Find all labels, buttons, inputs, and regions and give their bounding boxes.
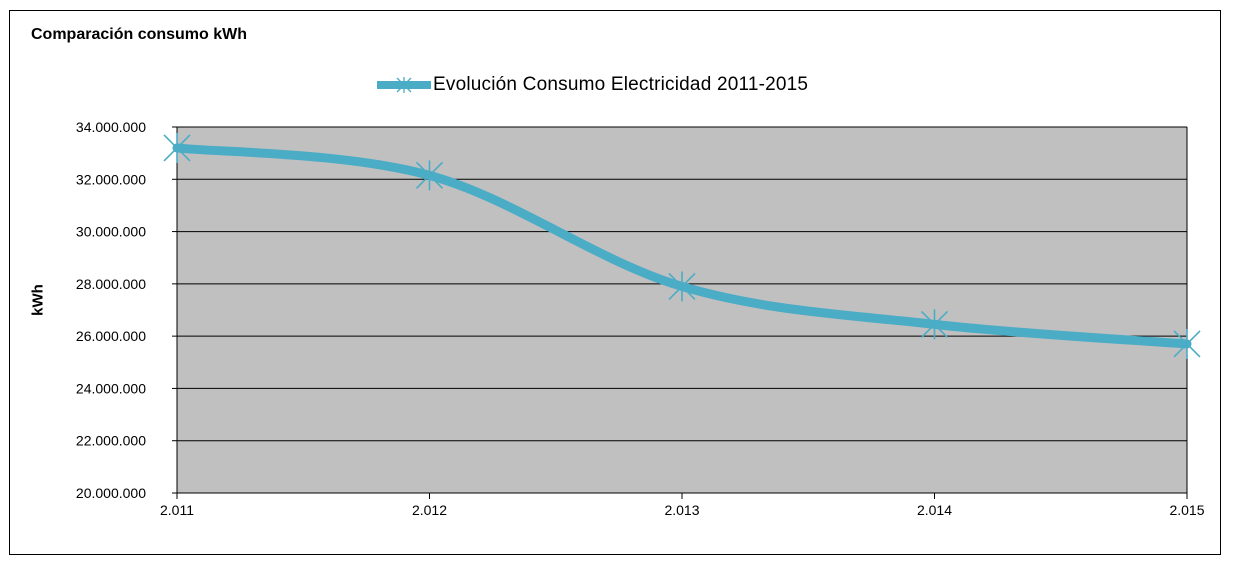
y-tick-label: 30.000.000 [76, 224, 146, 240]
legend-swatch [377, 77, 431, 93]
y-tick-label: 22.000.000 [76, 433, 146, 449]
x-tick-label: 2.015 [1169, 502, 1204, 518]
y-tick-label: 32.000.000 [76, 171, 146, 187]
data-point-marker [163, 132, 191, 163]
y-tick-label: 34.000.000 [76, 119, 146, 135]
x-tick-label: 2.013 [664, 502, 699, 518]
x-tick-label: 2.014 [917, 502, 952, 518]
y-tick-label: 24.000.000 [76, 380, 146, 396]
chart-title: Comparación consumo kWh [31, 26, 248, 43]
data-point-marker [415, 160, 444, 191]
legend-label: Evolución Consumo Electricidad 2011-2015 [433, 74, 809, 95]
data-point-marker [920, 309, 949, 340]
y-tick-label: 26.000.000 [76, 328, 146, 344]
x-tick-label: 2.011 [160, 502, 194, 518]
legend: Evolución Consumo Electricidad 2011-2015 [377, 73, 808, 97]
data-point-marker [1173, 328, 1201, 359]
y-tick-label: 28.000.000 [76, 276, 146, 292]
data-point-marker [668, 271, 696, 302]
x-tick-label: 2.012 [412, 502, 447, 518]
plot-area [177, 127, 1187, 493]
y-tick-label: 20.000.000 [76, 485, 146, 501]
